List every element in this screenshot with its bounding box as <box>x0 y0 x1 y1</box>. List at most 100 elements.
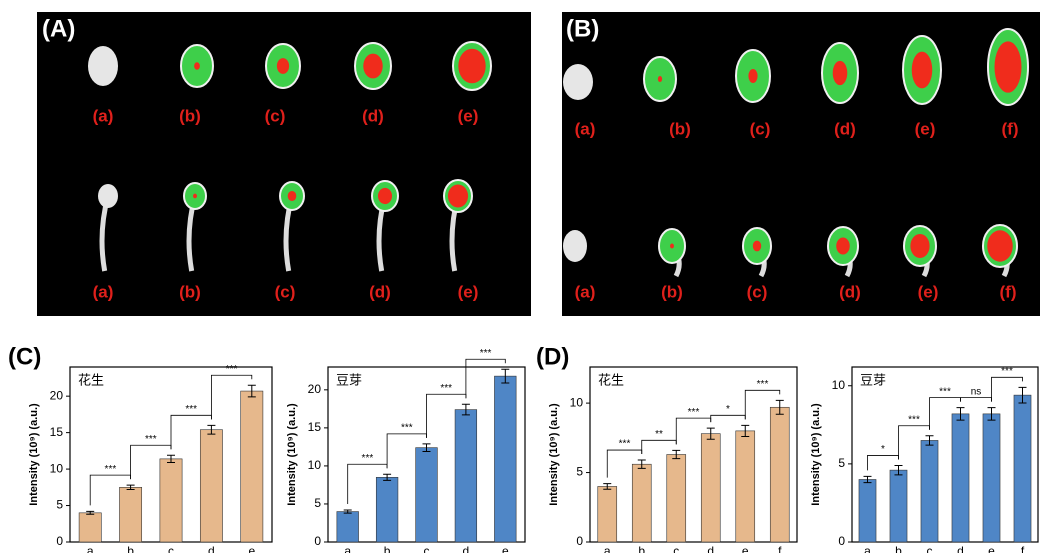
bar <box>240 390 264 543</box>
x-tick-label: e <box>988 544 995 553</box>
x-tick-label: a <box>344 544 351 553</box>
hot-spot <box>752 240 762 252</box>
seed-rim <box>903 225 937 267</box>
significance-label: *** <box>185 404 197 415</box>
image-label: (d) <box>839 282 861 301</box>
significance-label: *** <box>226 364 238 375</box>
bar <box>375 477 399 543</box>
error-bar <box>422 443 431 452</box>
image-label: (b) <box>669 119 691 138</box>
seed-rim <box>443 179 473 213</box>
image-label: (c) <box>275 282 296 301</box>
x-tick-label: d <box>707 544 714 553</box>
significance-label: * <box>881 444 885 455</box>
hot-spot <box>276 58 290 74</box>
image-label: (c) <box>750 119 771 138</box>
error-bar <box>672 449 681 460</box>
x-tick-label: a <box>604 544 611 553</box>
seed <box>563 230 587 262</box>
bar <box>951 413 970 543</box>
y-tick-label: 10 <box>832 378 846 392</box>
seed-rim <box>183 182 207 210</box>
image-label: (a) <box>575 282 596 301</box>
plot-frame <box>851 366 1039 543</box>
x-tick-label: d <box>463 544 470 553</box>
bar <box>119 487 143 543</box>
bar <box>735 430 756 543</box>
panel-b-background <box>562 12 1040 316</box>
image-label: (b) <box>179 106 201 125</box>
bar <box>78 512 102 543</box>
image-label: (f) <box>1000 282 1017 301</box>
significance-label: *** <box>480 348 492 359</box>
hot-spot <box>994 41 1022 93</box>
y-axis-label: Intensity (10⁹) (a.u.) <box>28 403 40 506</box>
x-tick-label: b <box>638 544 645 553</box>
significance-label: *** <box>688 407 700 418</box>
image-label: (d) <box>362 106 384 125</box>
seed-rim <box>987 28 1029 106</box>
plot-frame <box>589 366 798 543</box>
image-label: (a) <box>93 282 114 301</box>
significance-label: *** <box>105 464 117 475</box>
x-tick-label: f <box>778 544 782 553</box>
significance-label: *** <box>145 434 157 445</box>
seed <box>98 184 118 208</box>
x-tick-label: b <box>384 544 391 553</box>
bar <box>1013 394 1032 543</box>
error-bar <box>863 475 872 484</box>
x-tick-label: c <box>168 544 174 553</box>
x-tick-label: b <box>895 544 902 553</box>
bar <box>597 486 618 543</box>
y-tick-label: 10 <box>50 461 64 475</box>
seed-rim <box>643 56 677 102</box>
significance-label: *** <box>757 379 769 390</box>
error-bar <box>207 424 216 435</box>
hot-spot <box>670 243 674 249</box>
error-bar <box>501 368 510 384</box>
image-label: (c) <box>265 106 286 125</box>
image-label: (a) <box>93 106 114 125</box>
hot-spot <box>910 234 930 258</box>
chart-title: 豆芽 <box>860 372 886 387</box>
y-tick-label: 15 <box>308 420 322 434</box>
x-tick-label: e <box>248 544 255 553</box>
y-tick-label: 0 <box>314 534 321 548</box>
bar <box>415 447 438 543</box>
bar <box>159 458 183 543</box>
seed-rim <box>371 180 399 212</box>
seed-images <box>88 28 1029 278</box>
hot-spot <box>287 190 297 202</box>
error-bar <box>247 384 256 398</box>
significance-label: *** <box>440 383 452 394</box>
hot-spot <box>748 68 758 84</box>
panel-label: (B) <box>566 15 599 42</box>
hot-spot <box>458 48 486 84</box>
seed-rim <box>452 41 492 91</box>
x-tick-label: a <box>87 544 94 553</box>
chart-title: 花生 <box>598 372 624 387</box>
y-tick-label: 5 <box>838 456 845 470</box>
bar <box>199 429 223 543</box>
seed-rim <box>742 227 772 265</box>
hot-spot <box>657 76 663 82</box>
error-bar <box>894 464 903 476</box>
seed-rim <box>180 44 214 88</box>
hot-spot <box>987 230 1013 262</box>
y-tick-label: 10 <box>570 395 584 409</box>
significance-bracket <box>867 455 899 471</box>
image-label: (a) <box>575 119 596 138</box>
y-tick-label: 0 <box>576 534 583 548</box>
hot-spot <box>363 53 383 79</box>
x-tick-label: f <box>1021 544 1025 553</box>
significance-label: *** <box>362 453 374 464</box>
y-tick-label: 5 <box>56 498 63 512</box>
x-tick-label: e <box>742 544 749 553</box>
error-bar <box>925 435 934 446</box>
panel-label: (A) <box>42 15 75 42</box>
y-tick-label: 20 <box>308 382 322 396</box>
hot-spot <box>832 60 848 86</box>
significance-label: *** <box>619 439 631 450</box>
x-tick-label: a <box>864 544 871 553</box>
